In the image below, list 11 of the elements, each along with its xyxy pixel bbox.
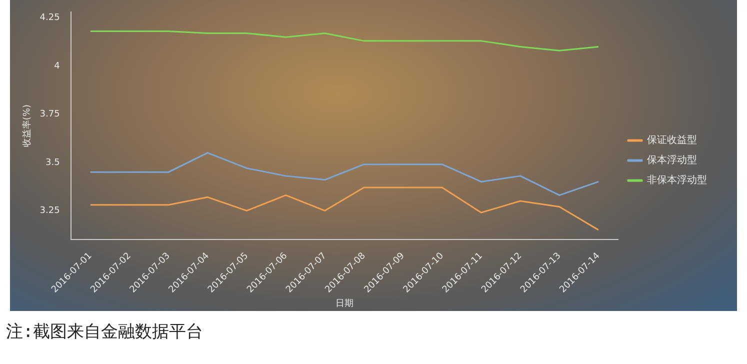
legend-label: 非保本浮动型 <box>647 174 707 186</box>
y-tick-label: 3.25 <box>40 206 60 216</box>
legend-label: 保证收益型 <box>647 134 697 146</box>
text: 注:截图来自金融数据平台 <box>6 321 204 343</box>
legend-label: 保本浮动型 <box>647 154 697 166</box>
y-tick-label: 4.25 <box>40 13 60 24</box>
y-tick-label: 3.5 <box>46 158 60 168</box>
y-tick-label: 4 <box>54 61 60 72</box>
y-tick-label: 3.75 <box>40 110 60 120</box>
x-axis-title: 日期 <box>335 298 354 309</box>
y-axis-title: 收益率(%) <box>22 104 33 148</box>
